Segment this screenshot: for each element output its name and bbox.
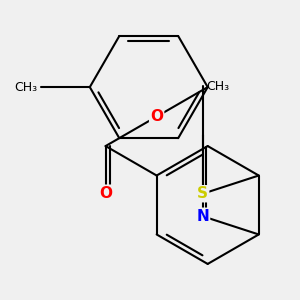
Text: O: O — [150, 109, 163, 124]
Text: N: N — [196, 209, 209, 224]
Text: CH₃: CH₃ — [15, 81, 38, 94]
Text: S: S — [197, 186, 208, 201]
Text: O: O — [99, 186, 112, 201]
Text: CH₃: CH₃ — [206, 80, 229, 93]
